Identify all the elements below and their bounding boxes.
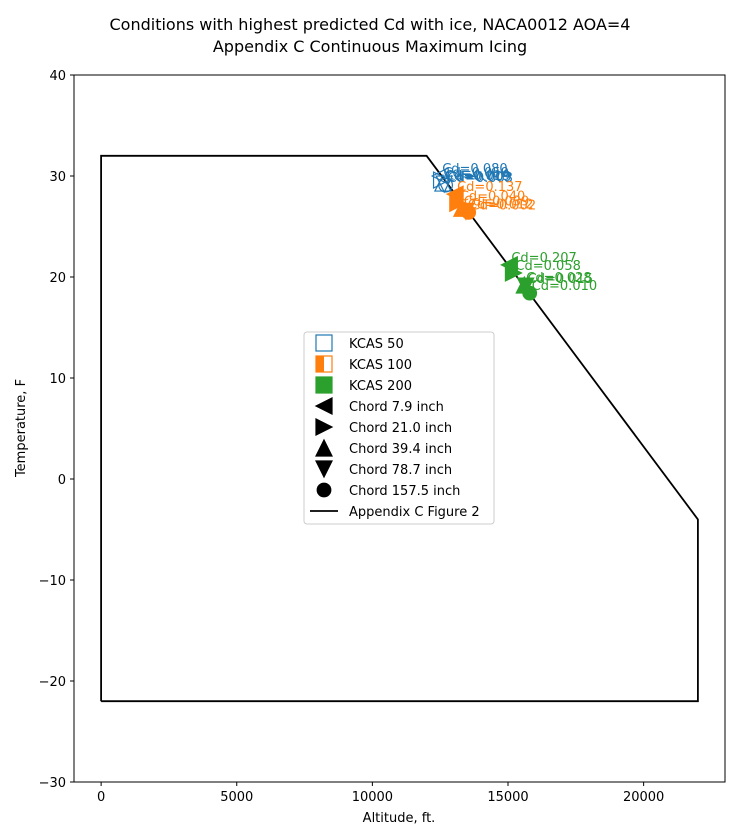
y-tick-label: −10 xyxy=(39,574,66,589)
plot-frame xyxy=(73,74,726,783)
data-point xyxy=(504,263,523,282)
data-label: Cd=0.137 xyxy=(457,180,522,195)
data-point xyxy=(438,177,454,193)
data-label: Cd=0.040 xyxy=(460,189,525,204)
data-label: Cd=0.080 xyxy=(442,162,507,177)
legend-label: Chord 78.7 inch xyxy=(349,463,452,478)
y-tick-label: 30 xyxy=(49,170,66,185)
legend-swatch xyxy=(315,376,333,394)
legend-swatch xyxy=(316,482,332,498)
data-label: Cd=0.012 xyxy=(468,197,533,212)
data-label: Cd=0.009 xyxy=(446,170,511,185)
data-point xyxy=(461,204,477,220)
legend-swatch xyxy=(314,397,333,415)
data-label: Cd=0.002 xyxy=(471,198,536,213)
legend: KCAS 50 KCAS 100 KCAS 200 Chord 7.9 inch Cho… xyxy=(303,331,495,525)
data-label: Cd=0.010 xyxy=(532,279,597,294)
legend-label: Chord 157.5 inch xyxy=(349,484,460,499)
plot-area: 0 5000 10000 15000 20000 −30 −20 −10 0 10 20 30 40 Cd… xyxy=(39,69,726,805)
x-tick-label: 10000 xyxy=(352,790,393,805)
y-tick-label: −20 xyxy=(39,675,66,690)
envelope-line xyxy=(100,154,699,703)
legend-swatch xyxy=(315,334,333,352)
x-axis-label: Altitude, ft. xyxy=(363,811,436,826)
data-point xyxy=(435,175,454,194)
data-label: Cd=0.019 xyxy=(445,169,510,184)
legend-label: Chord 39.4 inch xyxy=(349,442,452,457)
data-label: Cd=0.003 xyxy=(448,171,513,186)
legend-frame xyxy=(303,331,495,525)
data-label: Cd=0.207 xyxy=(511,251,576,266)
y-axis-label: Temperature, F xyxy=(14,379,29,478)
y-tick-label: 20 xyxy=(49,271,66,286)
y-tick-label: 40 xyxy=(49,69,66,84)
data-label: Cd=0.015 xyxy=(528,272,593,287)
legend-swatch xyxy=(315,355,333,373)
data-label: Cd=0.039 xyxy=(464,194,529,209)
y-tick-label: 0 xyxy=(58,473,66,488)
chart-title: Conditions with highest predicted Cd wit… xyxy=(110,15,631,34)
data-point xyxy=(522,285,538,301)
x-tick-label: 20000 xyxy=(623,790,664,805)
chart-subtitle: Appendix C Continuous Maximum Icing xyxy=(213,37,527,56)
data-label: Cd=0.028 xyxy=(526,271,591,286)
legend-swatch xyxy=(315,418,334,436)
legend-swatch xyxy=(315,460,333,479)
legend-label: Appendix C Figure 2 xyxy=(349,505,480,520)
data-label: Cd=0.059 xyxy=(444,166,509,181)
legend-label: Chord 21.0 inch xyxy=(349,421,452,436)
y-tick-label: 10 xyxy=(49,372,66,387)
legend-label: Chord 7.9 inch xyxy=(349,400,444,415)
y-tick-label: −30 xyxy=(39,776,66,791)
legend-label: KCAS 50 xyxy=(349,337,404,352)
x-tick-label: 15000 xyxy=(487,790,528,805)
legend-label: KCAS 100 xyxy=(349,358,412,373)
x-tick-label: 5000 xyxy=(220,790,253,805)
data-label: Cd=0.058 xyxy=(515,259,580,274)
legend-label: KCAS 200 xyxy=(349,379,412,394)
legend-swatch xyxy=(315,438,333,457)
x-tick-label: 0 xyxy=(97,790,105,805)
